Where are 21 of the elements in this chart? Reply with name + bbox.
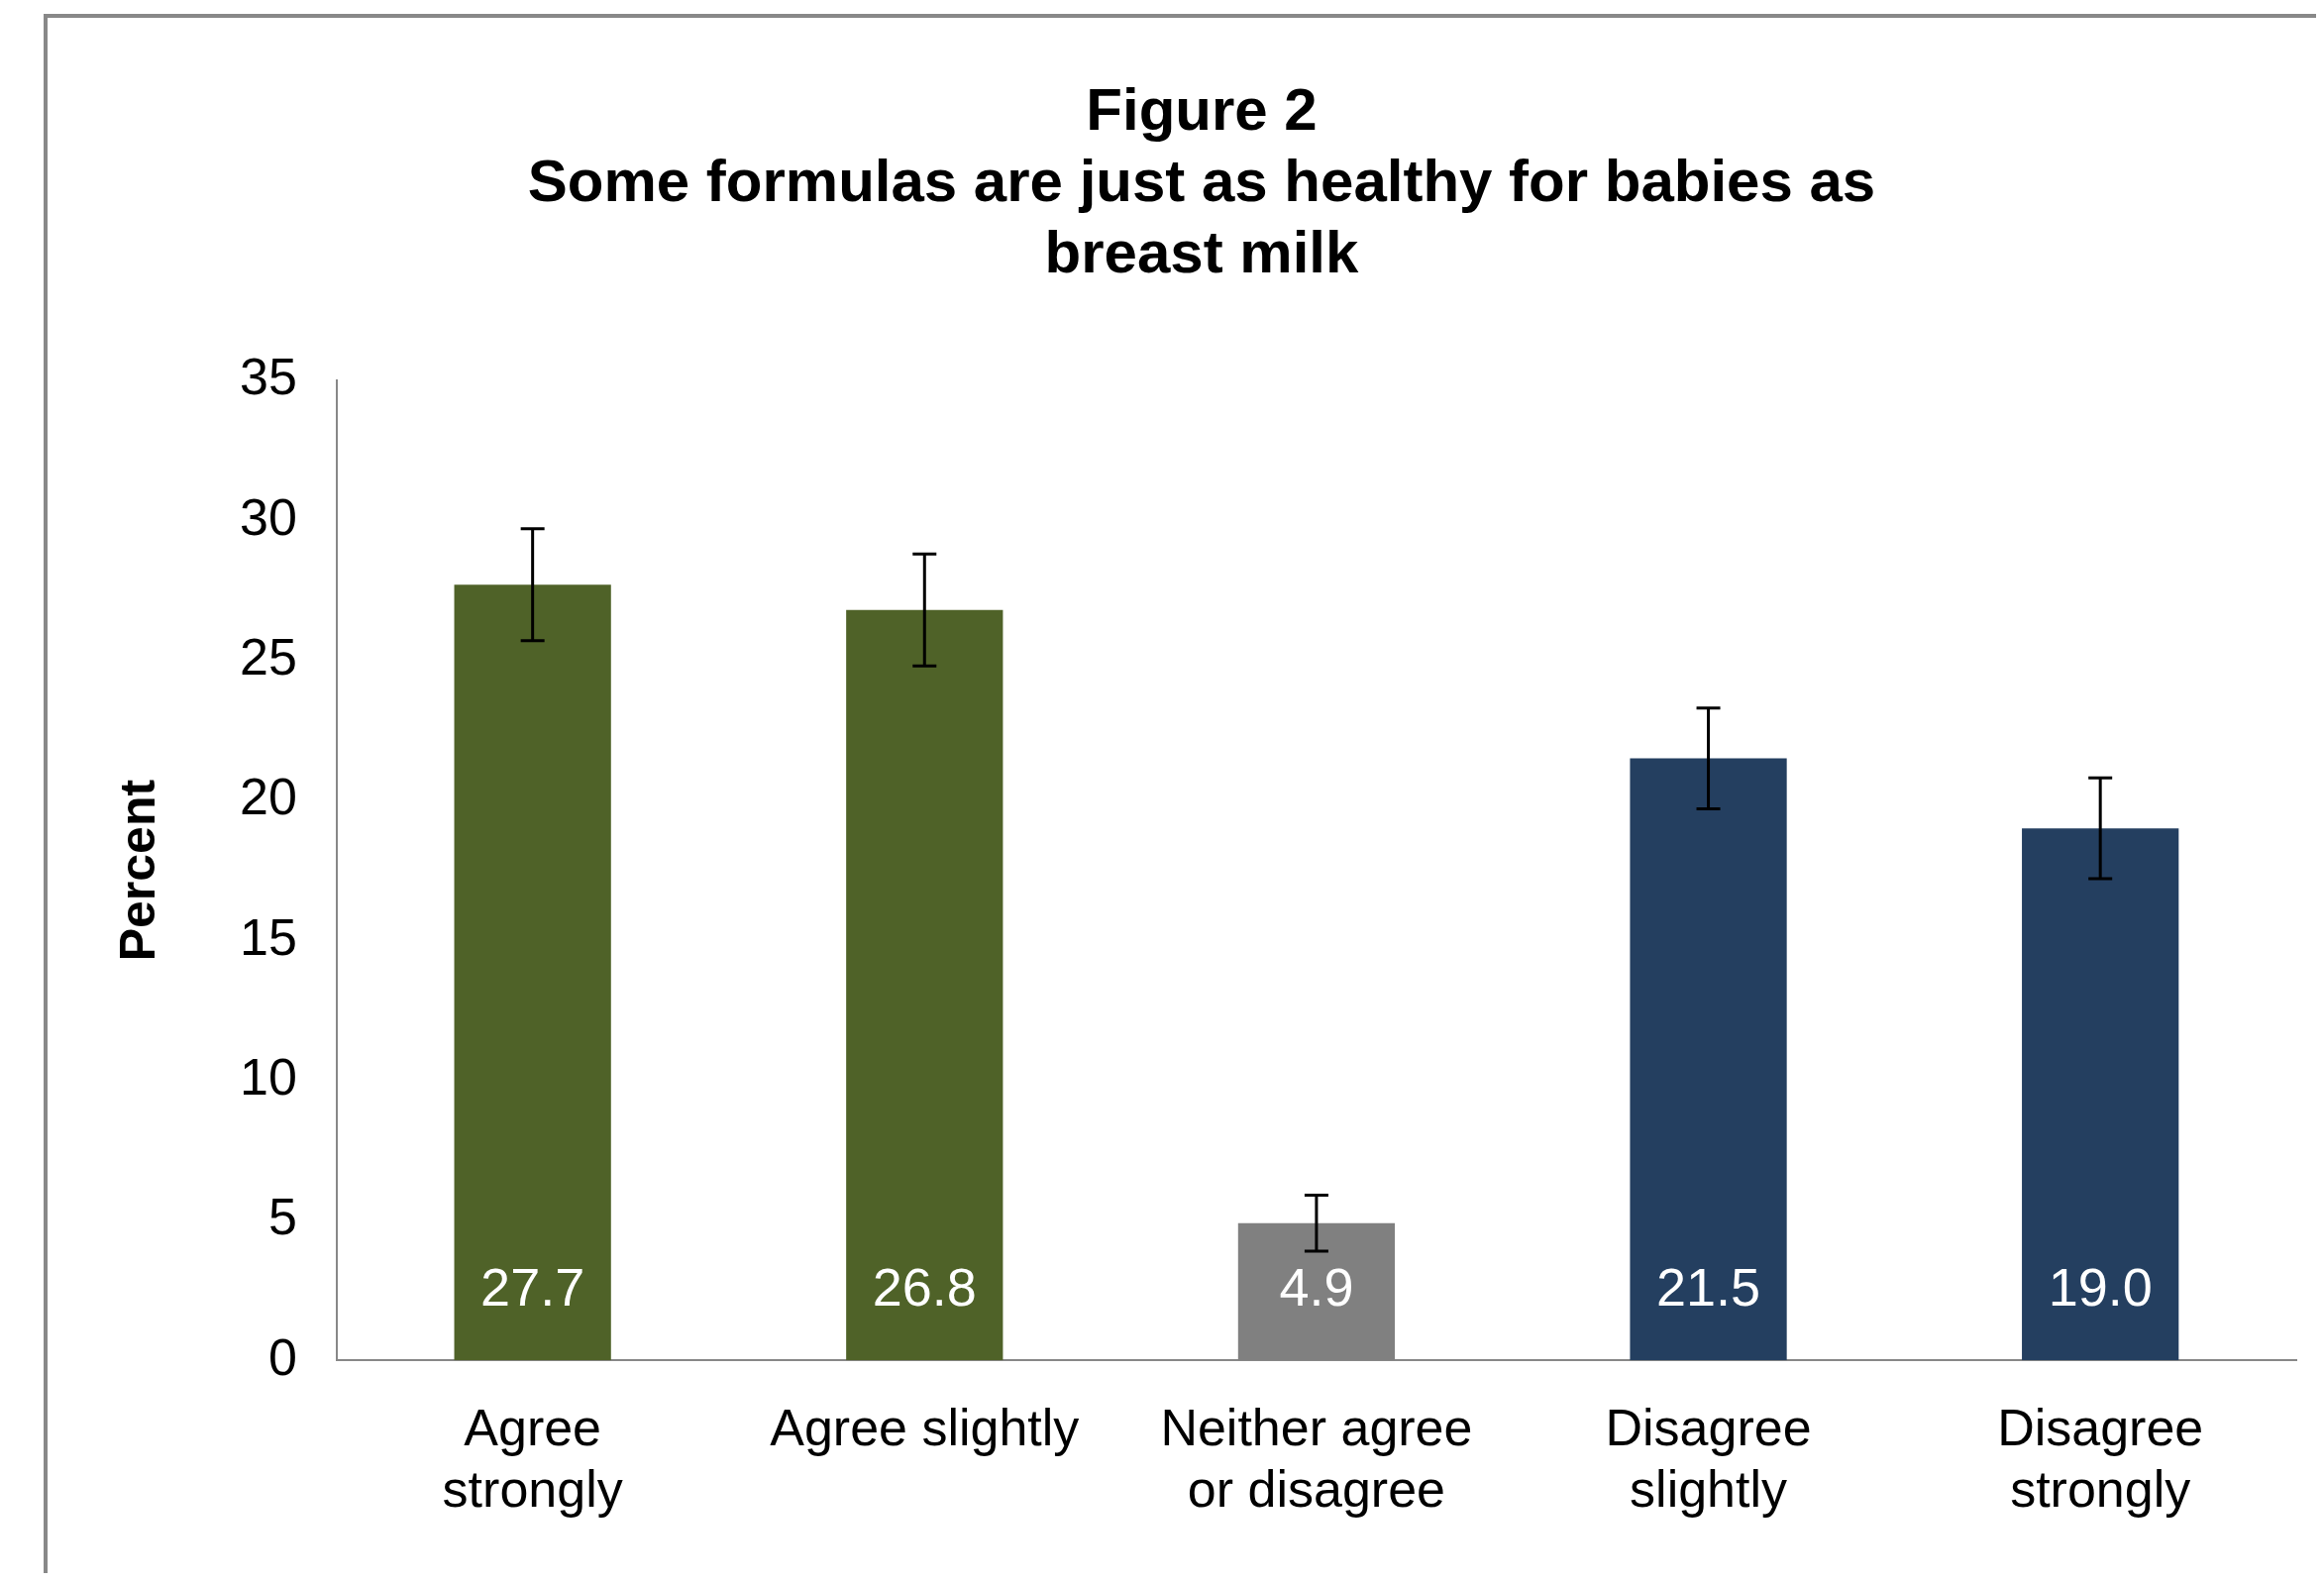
x-tick-label: Agree slightly [770, 1398, 1080, 1456]
x-tick-label: Disagree slightly [1605, 1398, 1812, 1519]
y-axis-title: Percent [109, 779, 165, 962]
chart-title: Figure 2 [1086, 75, 1318, 143]
chart-subtitle: Some formulas are just as healthy for babies as breast milk [527, 147, 1876, 285]
x-tick-label: Disagree strongly [1997, 1398, 2204, 1519]
y-tick-label: 10 [240, 1047, 297, 1106]
x-tick-label: Neither agree or disagree [1160, 1398, 1473, 1519]
y-tick-label: 25 [240, 627, 297, 686]
y-tick-label: 15 [240, 907, 297, 966]
y-tick-label: 20 [240, 768, 297, 826]
data-label: 21.5 [1656, 1257, 1761, 1318]
y-tick-label: 35 [240, 348, 297, 406]
y-tick-label: 5 [267, 1188, 297, 1246]
data-label: 19.0 [2048, 1257, 2153, 1318]
y-tick-label: 0 [267, 1327, 297, 1386]
data-label: 4.9 [1279, 1257, 1354, 1318]
x-tick-label: Agree strongly [442, 1398, 623, 1519]
data-label: 27.7 [480, 1257, 585, 1318]
y-tick-label: 30 [240, 487, 297, 546]
data-label: 26.8 [872, 1257, 977, 1318]
